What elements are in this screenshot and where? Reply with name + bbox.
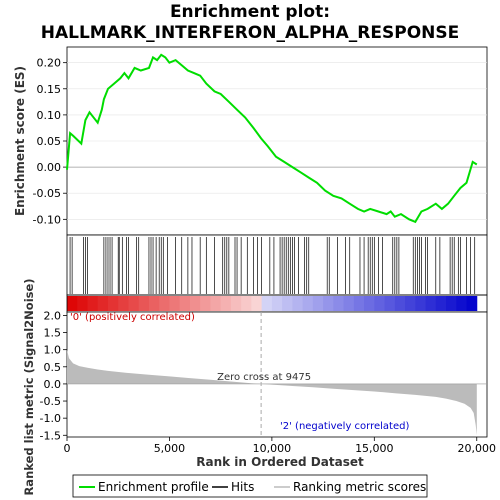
color-band-segment	[312, 296, 324, 311]
metric-xtick-label: 10,000	[253, 442, 292, 455]
color-band-segment	[323, 296, 334, 311]
color-band-segment	[271, 296, 283, 311]
legend: Enrichment profile Hits Ranking metric s…	[72, 474, 428, 498]
es-ytick-label: -0.10	[33, 213, 61, 226]
color-band-segment	[282, 296, 293, 311]
color-band-segment	[261, 296, 273, 311]
ranking-metric-area	[67, 349, 477, 436]
color-band-segment	[77, 296, 88, 311]
legend-label-hits: Hits	[231, 480, 254, 494]
color-band-segment	[374, 296, 386, 311]
color-band-segment	[148, 296, 160, 311]
legend-box	[72, 474, 428, 498]
metric-xtick-label: 0	[64, 442, 71, 455]
es-ytick-label: 0.20	[37, 57, 62, 70]
color-band-segment	[302, 296, 314, 311]
es-ytick-label: 0.15	[37, 83, 62, 96]
color-band-segment	[230, 296, 242, 311]
color-band-segment	[169, 296, 181, 311]
es-ytick-label: 0.10	[37, 109, 62, 122]
color-band-segment	[446, 296, 457, 311]
color-band-segment	[107, 296, 119, 311]
es-ytick-label: 0.00	[37, 161, 62, 174]
negative-label: '2' (negatively correlated)	[280, 421, 409, 432]
color-band-segment	[210, 296, 222, 311]
positive-label: '0' (positively correlated)	[70, 312, 195, 323]
legend-label-enrichment-profile: Enrichment profile	[98, 480, 209, 494]
metric-xtick-label: 20,000	[458, 442, 497, 455]
metric-panel: Zero cross at 9475 '0' (positively corre…	[22, 278, 496, 495]
color-band-segment	[67, 296, 78, 311]
color-band-segment	[353, 296, 365, 311]
color-band-segment	[425, 296, 437, 311]
es-ytick-label: 0.05	[37, 135, 62, 148]
color-band-segment	[118, 296, 129, 311]
color-band-segment	[87, 296, 99, 311]
hits-panel	[66, 234, 488, 296]
metric-ytick-label: 1.5	[44, 327, 62, 340]
enrichment-profile-line	[66, 53, 478, 224]
color-band-segment	[128, 296, 140, 311]
color-band-segment	[466, 296, 478, 311]
color-band-segment	[251, 296, 263, 311]
color-band-segment	[179, 296, 191, 311]
color-band-segment	[159, 296, 170, 311]
metric-xlabel: Rank in Ordered Dataset	[196, 455, 364, 469]
color-band-segment	[384, 296, 396, 311]
color-band-segment	[343, 296, 355, 311]
color-band-segment	[333, 296, 345, 311]
color-band-segment	[220, 296, 232, 311]
color-band	[66, 294, 488, 313]
color-band-segment	[435, 296, 447, 311]
es-panel: -0.10 -0.05 0.00 0.05 0.10 0.15 0.20 Enrichmen…	[13, 46, 488, 236]
color-band-segment	[394, 296, 406, 311]
color-band-segment	[415, 296, 427, 311]
color-band-segment	[189, 296, 201, 311]
es-ylabel: Enrichment score (ES)	[13, 66, 27, 216]
color-band-segment	[292, 296, 304, 311]
metric-ytick-label: -1.5	[40, 429, 61, 442]
color-band-segment	[200, 296, 211, 311]
chart-title-line2: HALLMARK_INTERFERON_ALPHA_RESPONSE	[41, 23, 460, 43]
hits-area	[66, 234, 488, 296]
metric-ytick-label: 1.0	[44, 344, 62, 357]
metric-xtick-label: 5,000	[154, 442, 186, 455]
zero-cross-label: Zero cross at 9475	[217, 372, 311, 383]
color-band-segment	[456, 296, 468, 311]
metric-ytick-label: -1.0	[40, 412, 61, 425]
metric-ytick-label: 0.0	[44, 378, 62, 391]
color-band-segment	[97, 296, 109, 311]
color-band-segment	[138, 296, 150, 311]
color-band-segment	[364, 296, 375, 311]
chart-title-line1: Enrichment plot:	[170, 2, 330, 22]
color-band-segment	[241, 296, 252, 311]
metric-ytick-label: 0.5	[44, 361, 62, 374]
metric-ytick-label: 2.0	[44, 309, 62, 322]
color-band-segment	[405, 296, 416, 311]
es-ytick-label: -0.05	[33, 187, 61, 200]
metric-xtick-label: 15,000	[355, 442, 394, 455]
legend-label-ranking-metric: Ranking metric scores	[293, 480, 426, 494]
metric-ylabel: Ranked list metric (Signal2Noise)	[22, 278, 36, 495]
metric-ytick-label: -0.5	[40, 395, 61, 408]
